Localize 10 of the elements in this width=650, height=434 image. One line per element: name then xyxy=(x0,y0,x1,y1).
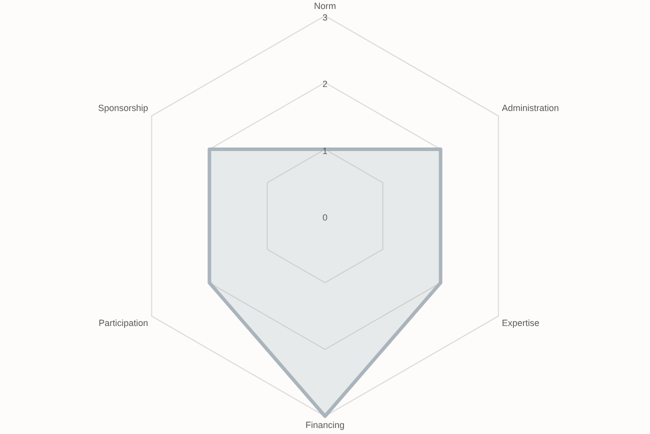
spoke-label: Administration xyxy=(502,102,559,113)
y-tick-label: 3 xyxy=(322,12,328,22)
spoke-label: Participation xyxy=(98,318,148,328)
spoke-label: Financing xyxy=(305,420,345,430)
spoke-label: Norm xyxy=(314,0,336,11)
spoke-label: Sponsorship xyxy=(98,102,148,113)
y-tick-label: 0 xyxy=(322,212,328,222)
y-tick-label: 2 xyxy=(322,79,328,90)
y-tick-label: 1 xyxy=(322,146,328,156)
spoke-label: Expertise xyxy=(502,318,540,328)
